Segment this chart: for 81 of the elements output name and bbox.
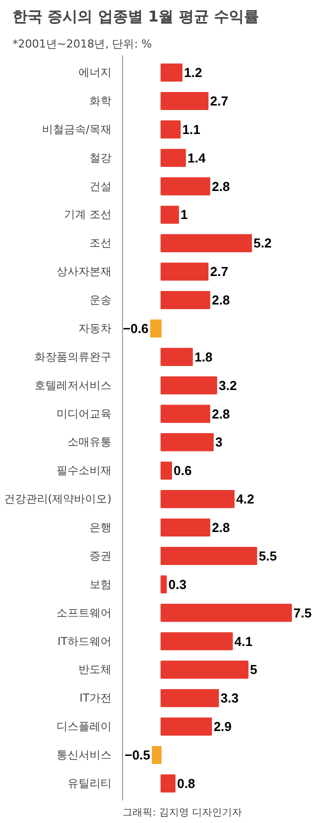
bar xyxy=(160,376,218,394)
bar xyxy=(160,604,292,622)
chart-subtitle: *2001년~2018년, 단위: % xyxy=(12,38,152,50)
y-tick-label: 화학 xyxy=(90,94,112,108)
data-label: 0.8 xyxy=(177,776,196,791)
bar xyxy=(160,404,210,423)
bar xyxy=(152,746,162,764)
y-tick-label: 건설 xyxy=(90,180,112,193)
text: 그래픽: 김지영 디자인기자 xyxy=(122,808,242,818)
bar xyxy=(160,64,182,82)
bar xyxy=(160,148,186,167)
data-label: 2.8 xyxy=(212,178,230,194)
data-label: 1.2 xyxy=(184,65,202,80)
data-label: 4.1 xyxy=(234,634,252,649)
data-label: 4.2 xyxy=(236,492,254,507)
data-label: 2.7 xyxy=(210,93,228,108)
bar xyxy=(160,348,193,366)
data-label: 0.3 xyxy=(168,576,186,592)
y-tick-label: 소매유통 xyxy=(68,436,112,449)
data-label: −0.5 xyxy=(124,748,150,763)
bar xyxy=(150,319,162,338)
y-tick-label: 자동차 xyxy=(78,322,112,335)
data-label: 7.5 xyxy=(294,605,312,620)
data-label: 1.1 xyxy=(182,122,200,137)
y-tick-label: 보험 xyxy=(90,578,112,591)
y-tick-label: 비철금속/목재 xyxy=(42,122,112,136)
y-tick-label: 운송 xyxy=(90,294,112,307)
data-label: 3.3 xyxy=(220,690,239,706)
bar xyxy=(160,774,176,792)
bar xyxy=(160,546,258,565)
bar xyxy=(160,234,252,252)
bar xyxy=(160,575,167,594)
bar xyxy=(160,462,172,480)
y-tick-label: 조선 xyxy=(90,236,112,250)
y-tick-label: 호텔레저서비스 xyxy=(34,378,112,392)
y-tick-label: 기계 조선 xyxy=(64,208,112,222)
data-label: 1.4 xyxy=(188,150,206,166)
y-tick-label: 통신서비스 xyxy=(56,748,112,762)
data-label: 5 xyxy=(250,662,258,678)
data-label: 3.2 xyxy=(218,378,237,393)
bar xyxy=(160,689,219,708)
data-label: 5.2 xyxy=(254,236,272,251)
y-tick-label: 미디어교육 xyxy=(56,407,112,420)
y-tick-label: 증권 xyxy=(90,549,112,562)
bar xyxy=(160,660,248,679)
data-label: 0.6 xyxy=(174,463,192,478)
bar xyxy=(160,262,208,281)
bar xyxy=(160,206,179,224)
data-label: 2.9 xyxy=(214,719,232,734)
y-tick-label: 은행 xyxy=(90,521,112,534)
y-tick-label: 디스플레이 xyxy=(56,720,112,734)
data-label: −0.6 xyxy=(122,320,149,336)
bar xyxy=(160,120,181,138)
bar xyxy=(160,718,212,736)
y-tick-label: 소프트웨어 xyxy=(56,606,112,620)
y-tick-label: 화장품의류완구 xyxy=(34,350,112,364)
bar xyxy=(160,92,208,110)
data-label: 1 xyxy=(180,207,188,222)
bar xyxy=(160,490,235,508)
bar xyxy=(160,433,214,452)
data-label: 3 xyxy=(215,434,223,450)
bar xyxy=(160,518,210,537)
chart-title: 한국 증시의 업종별 1월 평균 수익률 xyxy=(12,8,260,26)
data-label: 2.8 xyxy=(212,520,230,536)
data-label: 2.8 xyxy=(212,406,230,422)
data-label: 2.8 xyxy=(212,292,230,308)
data-label: 2.7 xyxy=(210,264,228,280)
y-tick-label: 반도체 xyxy=(78,663,112,676)
y-tick-label: 건강관리(제약바이오) xyxy=(4,492,112,506)
data-label: 5.5 xyxy=(258,548,277,564)
data-label: 1.8 xyxy=(194,349,213,364)
y-tick-label: 필수소비재 xyxy=(56,464,112,478)
y-tick-label: 상사자본재 xyxy=(56,265,112,278)
bar xyxy=(160,632,233,650)
y-tick-label: IT가전 xyxy=(80,692,112,705)
y-tick-label: 유틸리티 xyxy=(68,776,112,790)
y-tick-label: 철강 xyxy=(90,151,112,164)
y-tick-label: 에너지 xyxy=(78,66,112,80)
bar xyxy=(160,291,210,310)
bar xyxy=(160,177,210,196)
y-tick-label: IT하드웨어 xyxy=(58,634,112,648)
